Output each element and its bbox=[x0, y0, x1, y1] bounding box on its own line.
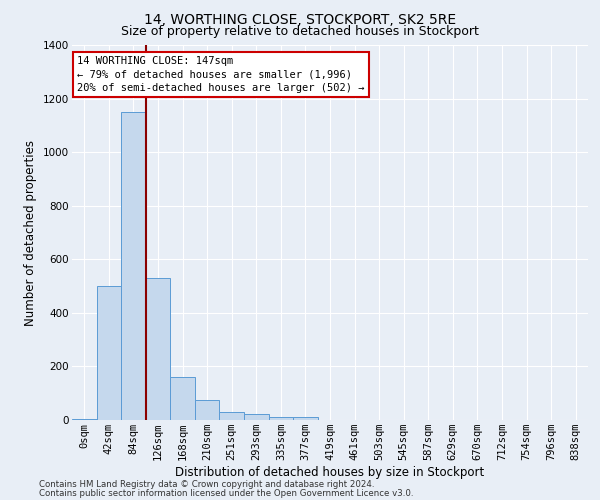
Text: Size of property relative to detached houses in Stockport: Size of property relative to detached ho… bbox=[121, 25, 479, 38]
Text: 14 WORTHING CLOSE: 147sqm
← 79% of detached houses are smaller (1,996)
20% of se: 14 WORTHING CLOSE: 147sqm ← 79% of detac… bbox=[77, 56, 365, 92]
Bar bbox=[269, 417, 293, 420]
Bar bbox=[146, 278, 170, 420]
Bar bbox=[293, 418, 318, 420]
Text: Contains HM Land Registry data © Crown copyright and database right 2024.: Contains HM Land Registry data © Crown c… bbox=[39, 480, 374, 489]
Text: 14, WORTHING CLOSE, STOCKPORT, SK2 5RE: 14, WORTHING CLOSE, STOCKPORT, SK2 5RE bbox=[144, 12, 456, 26]
Bar bbox=[97, 286, 121, 420]
Bar bbox=[220, 412, 244, 420]
Bar bbox=[121, 112, 146, 420]
Y-axis label: Number of detached properties: Number of detached properties bbox=[25, 140, 37, 326]
Bar bbox=[170, 377, 195, 420]
Bar bbox=[244, 414, 269, 420]
X-axis label: Distribution of detached houses by size in Stockport: Distribution of detached houses by size … bbox=[175, 466, 485, 479]
Bar bbox=[72, 418, 97, 420]
Text: Contains public sector information licensed under the Open Government Licence v3: Contains public sector information licen… bbox=[39, 488, 413, 498]
Bar bbox=[195, 400, 220, 420]
